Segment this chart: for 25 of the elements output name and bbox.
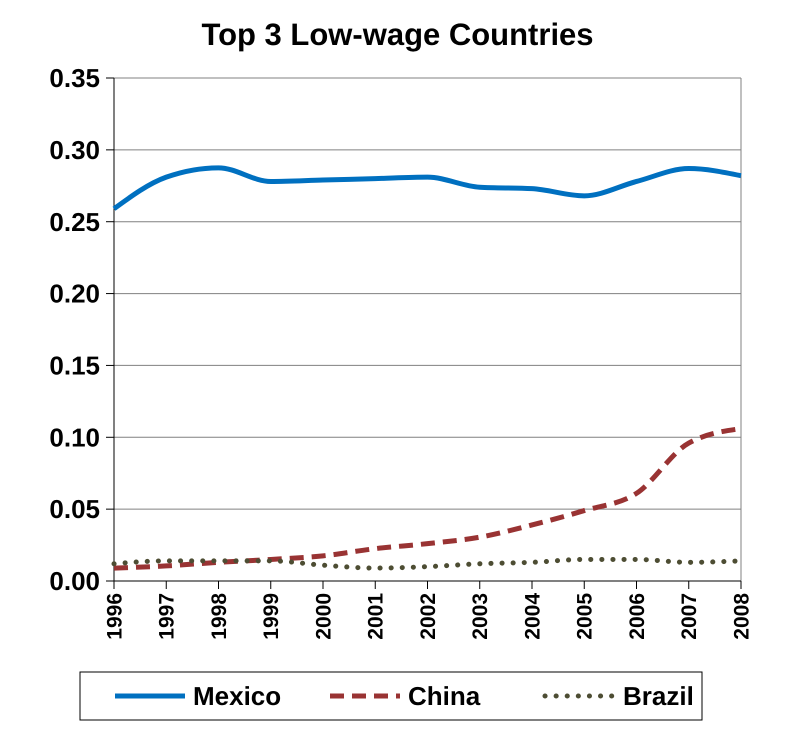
y-tick-label: 0.25 — [49, 206, 100, 237]
y-tick-label: 0.05 — [49, 494, 100, 524]
x-tick-label: 2007 — [678, 593, 702, 640]
y-tick-label: 0.15 — [49, 350, 100, 381]
x-tick-label: 2000 — [312, 593, 336, 640]
x-tick-label: 2003 — [469, 593, 492, 640]
x-tick-label: 1998 — [208, 592, 231, 640]
legend-label: Mexico — [193, 681, 282, 712]
y-tick-label: 0.20 — [49, 278, 100, 309]
x-tick-label: 2001 — [364, 592, 388, 640]
x-tick-label: 2004 — [521, 592, 544, 640]
legend-label: China — [408, 681, 481, 712]
y-tick-label: 0.10 — [49, 422, 100, 452]
x-tick-label: 1996 — [103, 593, 126, 640]
legend-label: Brazil — [623, 681, 694, 712]
x-tick-label: 2008 — [730, 592, 754, 640]
chart-title: Top 3 Low-wage Countries — [201, 17, 594, 52]
x-tick-label: 2006 — [626, 593, 649, 640]
x-tick-label: 2002 — [416, 593, 440, 640]
x-tick-label: 2005 — [574, 592, 597, 640]
x-tick-label: 1999 — [260, 593, 284, 640]
y-tick-label: 0.35 — [49, 63, 100, 94]
y-tick-label: 0.30 — [49, 134, 100, 165]
y-tick-label: 0.00 — [49, 566, 100, 596]
x-tick-label: 1997 — [156, 593, 179, 640]
